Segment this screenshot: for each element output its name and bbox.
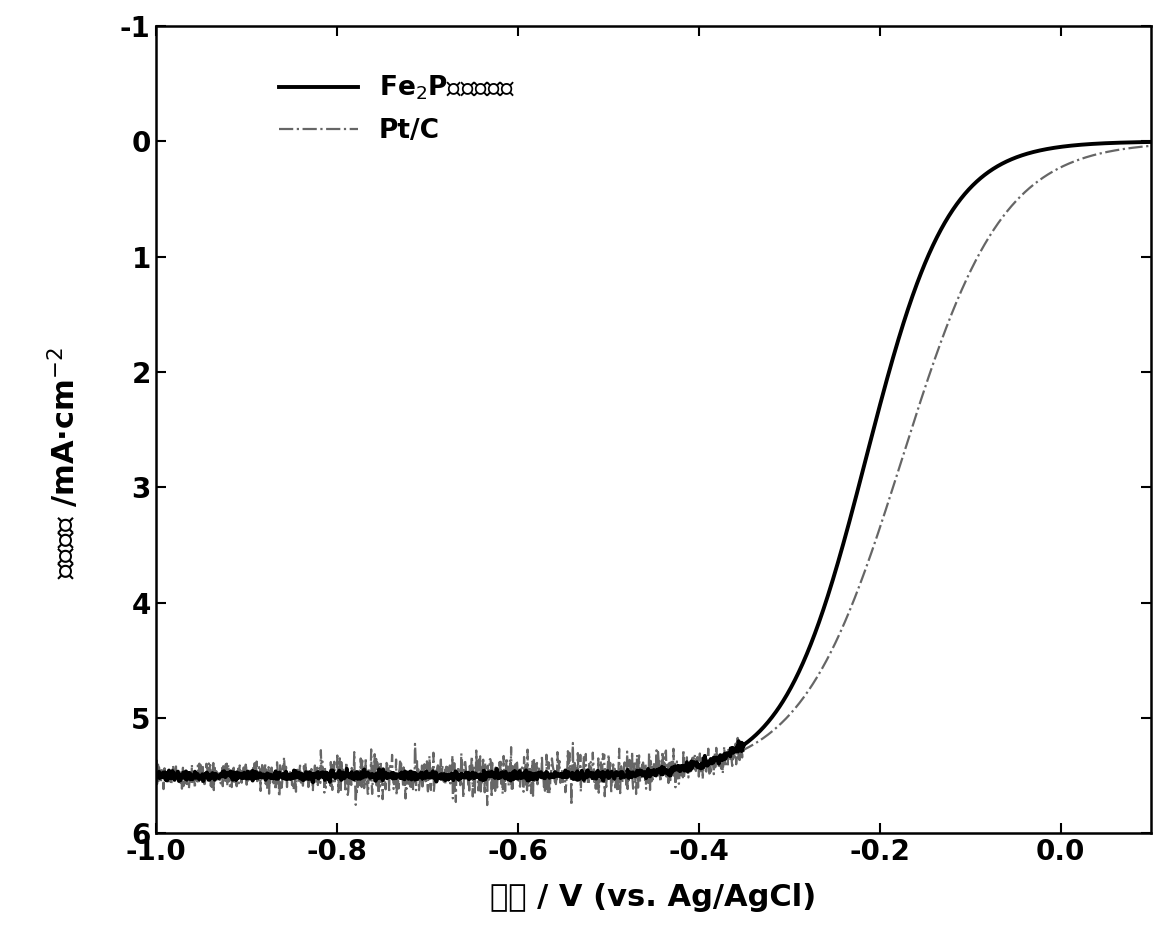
Legend: Fe$_2$P修饰碳微球, Pt/C: Fe$_2$P修饰碳微球, Pt/C <box>268 63 526 155</box>
X-axis label: 电位 / V (vs. Ag/AgCl): 电位 / V (vs. Ag/AgCl) <box>490 883 816 912</box>
Text: 电流密度 /mA·cm$^{-2}$: 电流密度 /mA·cm$^{-2}$ <box>47 348 82 579</box>
